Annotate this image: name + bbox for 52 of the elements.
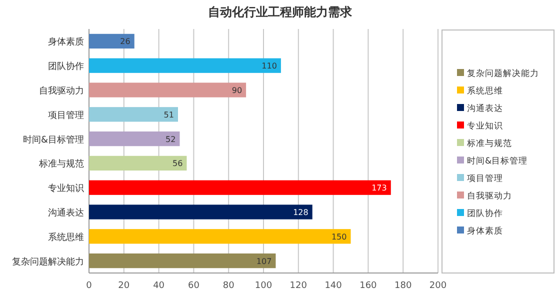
legend-item: 身体素质 [457,226,503,236]
chart-title: 自动化行业工程师能力需求 [208,5,353,19]
x-tick-label: 0 [86,281,92,291]
legend-label: 时间&目标管理 [467,156,528,166]
data-label: 107 [256,256,272,266]
x-tick-label: 20 [118,281,130,291]
x-tick-label: 60 [188,281,200,291]
y-tick-label: 项目管理 [48,110,84,121]
y-tick-label: 系统思维 [48,232,84,243]
legend-item: 自我驱动力 [457,192,512,202]
legend-label: 复杂问题解决能力 [467,68,539,79]
y-tick-label: 自我驱动力 [39,86,84,96]
legend-label: 标准与规范 [466,138,512,149]
y-tick-label: 身体素质 [48,36,84,48]
y-tick-label: 时间&目标管理 [22,134,84,146]
data-label: 90 [232,86,242,95]
legend-item: 团队协作 [457,209,503,219]
y-tick-label: 沟通表达 [48,208,84,218]
y-tick-label: 团队协作 [48,61,84,72]
data-label: 52 [166,134,176,144]
x-tick-label: 80 [222,281,235,291]
legend-item: 沟通表达 [457,104,503,114]
legend-label: 项目管理 [467,173,503,184]
legend-label: 系统思维 [467,86,503,96]
data-label: 150 [331,232,347,242]
legend-label: 自我驱动力 [467,190,512,202]
data-label: 56 [172,159,183,168]
y-tick-label: 专业知识 [48,183,84,194]
legend-item: 项目管理 [457,174,503,184]
x-tick-label: 100 [254,281,272,291]
x-tick-label: 40 [153,281,165,291]
legend-label: 专业知识 [467,120,503,132]
legend-item: 时间&目标管理 [457,156,528,166]
legend-label: 身体素质 [467,226,503,236]
x-tick-label: 120 [290,281,308,291]
legend-item: 标准与规范 [457,139,512,149]
x-tick-label: 180 [394,281,412,291]
y-tick-label: 标准与规范 [38,158,84,170]
x-tick-label: 140 [324,281,342,291]
legend-item: 复杂问题解决能力 [457,69,539,79]
y-tick-label: 复杂问题解决能力 [12,256,84,268]
legend-item: 专业知识 [457,122,503,132]
legend-label: 沟通表达 [467,103,503,114]
x-tick-label: 160 [360,281,378,291]
x-tick-label: 200 [429,281,447,291]
data-label: 110 [262,62,277,71]
data-label: 173 [372,184,387,193]
legend-item: 系统思维 [457,86,503,96]
data-label: 128 [293,208,308,217]
legend-label: 团队协作 [467,208,503,219]
data-label: 51 [164,110,174,120]
data-label: 26 [120,37,130,46]
